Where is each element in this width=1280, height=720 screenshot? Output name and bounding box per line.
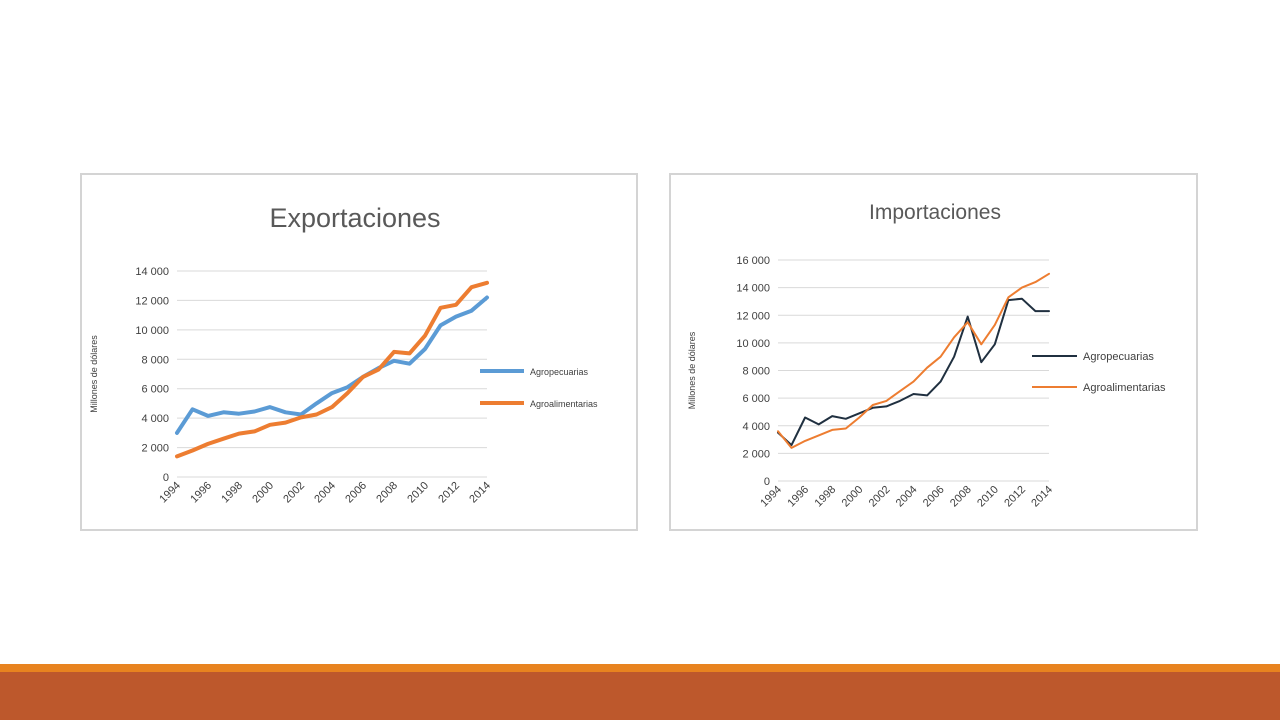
x-tick-label: 2014 <box>1029 484 1055 510</box>
y-axis-label: Millones de dólares <box>89 335 99 413</box>
y-tick-label: 8 000 <box>742 366 770 378</box>
exportaciones-chart: Exportaciones 0 2 000 4 000 6 000 8 000 10 000… <box>80 173 638 531</box>
x-tick-label: 1994 <box>157 480 183 506</box>
x-tick-label: 2012 <box>436 480 462 506</box>
x-tick-label: 2004 <box>894 484 920 510</box>
chart-title: Importaciones <box>869 201 1001 224</box>
y-tick-label: 10 000 <box>736 338 770 350</box>
y-tick-label: 14 000 <box>135 266 169 278</box>
y-tick-label: 4 000 <box>141 413 169 425</box>
y-tick-label: 0 <box>764 476 770 488</box>
y-tick-label: 6 000 <box>742 393 770 405</box>
footer-accent-stripe <box>0 664 1280 672</box>
footer-band <box>0 672 1280 720</box>
y-tick-label: 12 000 <box>135 295 169 307</box>
x-tick-label: 2014 <box>467 480 493 506</box>
x-tick-label: 1996 <box>785 484 811 510</box>
legend-label: Agroalimentarias <box>1083 382 1166 394</box>
x-tick-label: 1998 <box>813 484 839 510</box>
y-axis-label: Millones de dólares <box>687 331 697 409</box>
x-tick-label: 2008 <box>948 484 974 510</box>
x-tick-label: 2004 <box>312 480 338 506</box>
series-line-agroalimentarias <box>175 280 489 459</box>
y-tick-label: 0 <box>163 472 169 484</box>
x-tick-label: 2010 <box>405 480 431 506</box>
importaciones-chart-svg: Importaciones 0 2 000 4 000 6 000 8 000 10 000… <box>687 201 1166 510</box>
x-tick-label: 1994 <box>758 484 784 510</box>
series-line-agropecuarias <box>175 295 489 435</box>
x-tick-label: 2006 <box>921 484 947 510</box>
y-tick-label: 10 000 <box>135 325 169 337</box>
series-line-agroalimentarias <box>777 272 1050 449</box>
y-tick-label: 6 000 <box>141 384 169 396</box>
legend-label: Agropecuarias <box>530 367 589 377</box>
legend-label: Agroalimentarias <box>530 399 598 409</box>
y-tick-label: 16 000 <box>736 255 770 267</box>
x-tick-label: 2010 <box>975 484 1001 510</box>
series-line-agropecuarias <box>777 297 1050 447</box>
y-tick-label: 14 000 <box>736 283 770 295</box>
y-tick-label: 12 000 <box>736 310 770 322</box>
x-tick-label: 1998 <box>219 480 245 506</box>
x-tick-label: 2006 <box>343 480 369 506</box>
exportaciones-chart-svg: Exportaciones 0 2 000 4 000 6 000 8 000 10 000… <box>89 203 598 506</box>
x-tick-label: 2012 <box>1002 484 1028 510</box>
y-tick-label: 2 000 <box>742 448 770 460</box>
chart-title: Exportaciones <box>269 203 440 233</box>
x-tick-label: 2002 <box>867 484 893 510</box>
x-tick-label: 2000 <box>250 480 276 506</box>
legend-label: Agropecuarias <box>1083 351 1154 363</box>
x-tick-label: 2002 <box>281 480 307 506</box>
y-tick-label: 2 000 <box>141 443 169 455</box>
x-tick-label: 2000 <box>840 484 866 510</box>
importaciones-chart: Importaciones 0 2 000 4 000 6 000 8 000 10 000… <box>669 173 1198 531</box>
y-tick-label: 4 000 <box>742 421 770 433</box>
x-tick-label: 2008 <box>374 480 400 506</box>
y-tick-label: 8 000 <box>141 354 169 366</box>
x-tick-label: 1996 <box>188 480 214 506</box>
